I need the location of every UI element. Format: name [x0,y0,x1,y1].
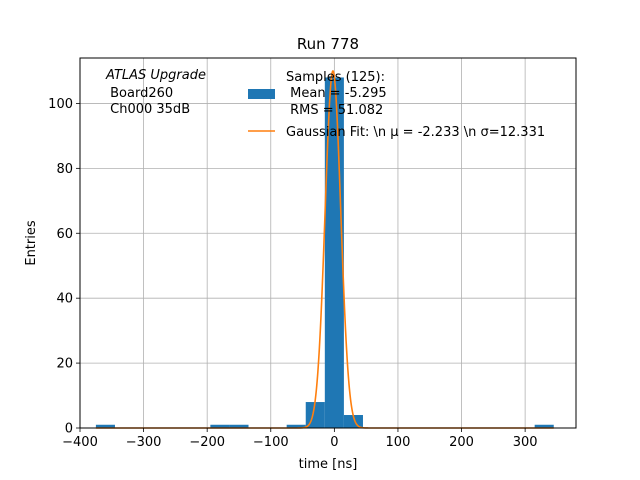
histogram-bar [343,415,363,428]
x-tick-label: −400 [62,435,98,450]
x-tick-label: −100 [253,435,289,450]
legend-histogram-swatch [248,89,275,99]
y-tick-label: 40 [56,292,73,307]
y-axis-label: Entries [24,220,39,266]
annotation-line-3: Ch000 35dB [106,102,190,117]
y-tick-label: 80 [56,162,73,177]
histogram-bar [534,424,554,428]
x-tick-label: 100 [386,435,411,450]
histogram-bar [229,424,249,428]
legend-histogram-line-3: RMS = 51.082 [286,103,383,118]
chart-title: Run 778 [297,35,359,53]
annotation-line-1: ATLAS Upgrade [105,68,206,83]
histogram-bar [95,424,115,428]
x-tick-label: −300 [126,435,162,450]
svg-text:ATLAS Upgrade: ATLAS Upgrade [105,68,206,83]
y-tick-label: 100 [48,97,73,112]
x-tick-label: 300 [513,435,538,450]
y-tick-label: 20 [56,357,73,372]
annotation-text: ATLAS Upgrade Board260 Ch000 35dB [105,68,206,117]
annotation-line-2: Board260 [106,86,173,101]
legend-histogram-line-1: Samples (125): [286,70,385,85]
y-tick-label: 0 [65,422,73,437]
legend-histogram-line-2: Mean = -5.295 [286,86,387,101]
histogram-bar [286,424,306,428]
x-tick-label: 0 [330,435,338,450]
legend-fit-label: Gaussian Fit: \n μ = -2.233 \n σ=12.331 [286,125,545,140]
legend: Samples (125): Mean = -5.295 RMS = 51.08… [248,70,545,140]
x-axis-ticks: −400 −300 −200 −100 0 100 200 300 [62,428,538,450]
x-tick-label: 200 [449,435,474,450]
x-tick-label: −200 [189,435,225,450]
y-axis-ticks: 0 20 40 60 80 100 [48,97,80,437]
histogram-bar [210,424,230,428]
y-tick-label: 60 [56,227,73,242]
x-axis-label: time [ns] [299,457,358,472]
plot-frame [79,57,577,429]
